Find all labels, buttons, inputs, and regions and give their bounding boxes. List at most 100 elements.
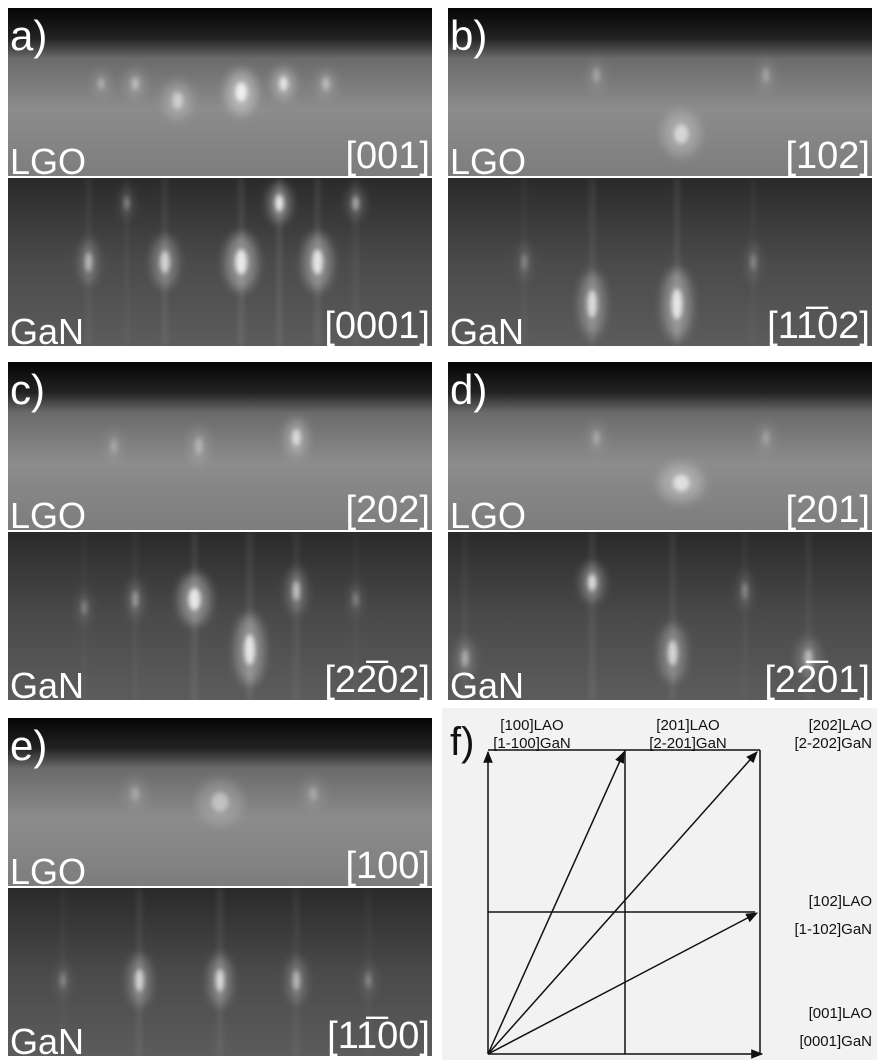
- material-label: LGO: [450, 141, 526, 182]
- direction-label: [11̅02]: [767, 305, 870, 347]
- rheed-image: GaN [0001]: [8, 178, 432, 352]
- streak: [742, 532, 748, 700]
- diffraction-spot-core: [671, 288, 683, 320]
- direction-label: [22̅01]: [764, 659, 870, 701]
- diffraction-spot-core: [763, 430, 769, 445]
- diffraction-spot-core: [322, 77, 330, 90]
- diffraction-spot-core: [312, 249, 323, 275]
- image-background: [8, 362, 432, 530]
- diffraction-spot-core: [275, 194, 284, 212]
- diagram-label: [100]LAO: [500, 717, 563, 734]
- diffraction-spot-core: [98, 78, 105, 90]
- panel-label: d): [450, 366, 487, 413]
- material-label: GaN: [450, 311, 524, 352]
- streak: [669, 532, 676, 700]
- panel-label: e): [10, 722, 47, 769]
- material-label: LGO: [10, 851, 86, 892]
- diffraction-spot-core: [160, 250, 170, 274]
- streak: [293, 532, 300, 700]
- rheed-image: GaN [22̅01]: [448, 532, 872, 706]
- diagram-label: [202]LAO: [809, 717, 872, 734]
- material-label: GaN: [10, 1021, 84, 1060]
- material-label: LGO: [10, 495, 86, 536]
- direction-label: [201]: [785, 489, 870, 531]
- rheed-image: LGO [100]: [8, 718, 432, 892]
- diffraction-spot-core: [124, 196, 130, 211]
- diffraction-spot-core: [804, 649, 813, 667]
- panel-label: f): [450, 720, 474, 764]
- direction-label: [11̅00]: [327, 1015, 430, 1057]
- diffraction-spot-core: [742, 582, 748, 600]
- diffraction-spot-core: [587, 574, 597, 591]
- streak: [589, 178, 596, 346]
- direction-label: [22̅02]: [324, 659, 430, 701]
- rheed-image: LGO [201]: [448, 362, 872, 536]
- diffraction-spot-core: [279, 76, 288, 91]
- diagram-label: [2-201]GaN: [649, 735, 727, 752]
- diffraction-spot-core: [667, 640, 678, 666]
- streak: [461, 532, 468, 700]
- panel-label: c): [10, 366, 45, 413]
- diffraction-spot-core: [235, 249, 248, 275]
- material-label: LGO: [10, 141, 86, 182]
- panel-label: a): [10, 12, 47, 59]
- direction-label: [0001]: [324, 305, 430, 347]
- diagram-label: [2-202]GaN: [794, 735, 872, 752]
- diffraction-spot-core: [195, 437, 203, 455]
- diffraction-spot-core: [352, 196, 359, 211]
- diagram-label: [1-102]GaN: [794, 921, 872, 938]
- image-background: [448, 8, 872, 176]
- diffraction-spot-core: [750, 253, 756, 271]
- rheed-image: GaN [22̅02]: [8, 532, 432, 706]
- diffraction-spot-core: [674, 124, 689, 144]
- diagram-label: [001]LAO: [809, 1005, 872, 1022]
- streak: [805, 532, 812, 700]
- diffraction-spot-core: [521, 253, 527, 271]
- diagram-label: [0001]GaN: [799, 1033, 872, 1050]
- rheed-image: LGO [102]: [448, 8, 872, 182]
- diffraction-spot-core: [131, 77, 139, 90]
- diffraction-spot-core: [309, 786, 318, 801]
- diffraction-spot-core: [132, 590, 139, 608]
- diffraction-spot-core: [763, 68, 769, 83]
- diagram-label: [1-100]GaN: [493, 735, 571, 752]
- direction-label: [202]: [345, 489, 430, 531]
- image-background: [448, 362, 872, 530]
- direction-label: [102]: [785, 135, 870, 177]
- rheed-image: LGO [001]: [8, 8, 432, 182]
- diagram-background: [442, 708, 877, 1060]
- diffraction-spot-core: [366, 973, 371, 988]
- diffraction-spot-core: [292, 429, 301, 446]
- streak: [589, 532, 596, 700]
- rheed-image: GaN [11̅02]: [448, 178, 872, 352]
- material-label: GaN: [10, 665, 84, 706]
- diffraction-spot-core: [188, 588, 201, 611]
- diffraction-spot-core: [81, 600, 87, 615]
- rheed-image: GaN [11̅00]: [8, 888, 432, 1060]
- streak: [276, 178, 283, 346]
- diffraction-spot-core: [215, 969, 225, 992]
- diffraction-spot-core: [593, 68, 600, 83]
- material-label: GaN: [450, 665, 524, 706]
- direction-label: [001]: [345, 135, 430, 177]
- diagram-lines: [483, 749, 764, 1059]
- diffraction-spot-core: [292, 581, 300, 601]
- material-label: LGO: [450, 495, 526, 536]
- diffraction-spot-core: [292, 970, 300, 991]
- diffraction-spot-core: [131, 786, 140, 801]
- diffraction-spot-core: [211, 792, 229, 812]
- diffraction-spot-core: [235, 82, 248, 102]
- image-background: [8, 8, 432, 176]
- diffraction-spot-core: [60, 973, 66, 988]
- diffraction-spot-core: [587, 290, 597, 318]
- diagram-label: [102]LAO: [809, 893, 872, 910]
- diffraction-spot-core: [461, 649, 469, 667]
- diffraction-spot-core: [593, 430, 600, 445]
- diffraction-spot-core: [244, 634, 256, 665]
- direction-label: [100]: [345, 845, 430, 887]
- diagram-label: [201]LAO: [656, 717, 719, 734]
- diffraction-spot-core: [84, 252, 93, 272]
- streak: [352, 178, 359, 346]
